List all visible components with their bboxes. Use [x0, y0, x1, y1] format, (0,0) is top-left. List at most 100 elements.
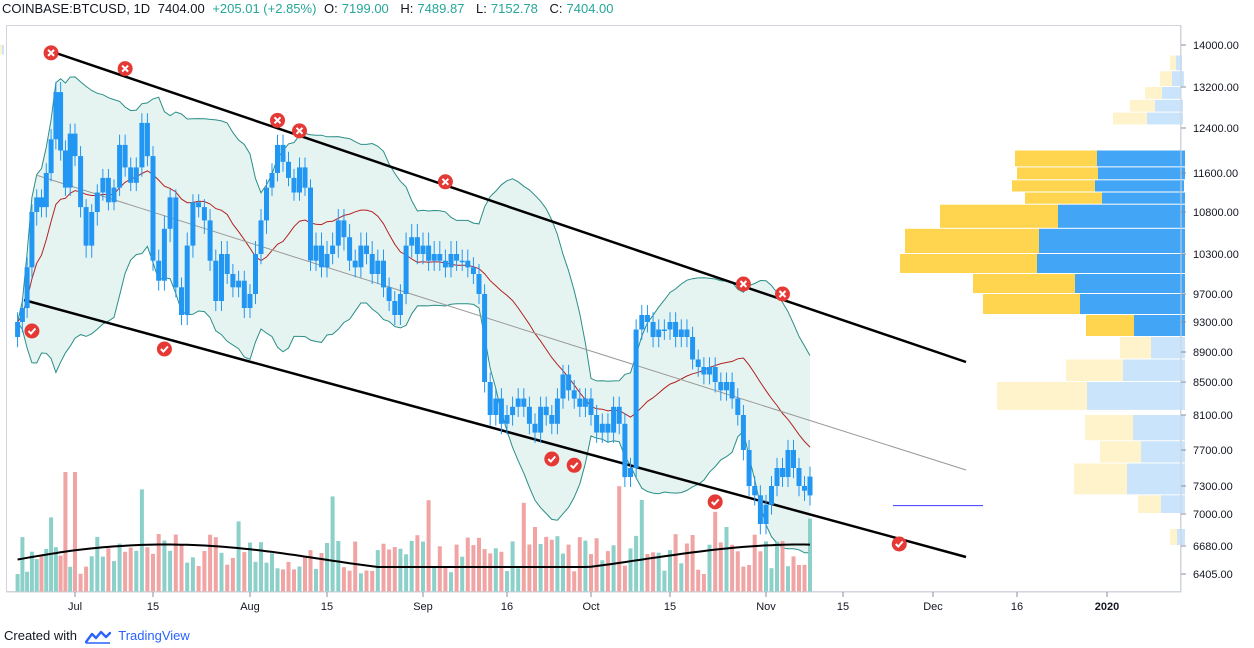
- volume-bar: [696, 569, 701, 592]
- sell-signal-x-icon: [739, 280, 748, 288]
- footer: Created with TradingView: [4, 628, 190, 644]
- candle-body: [409, 237, 415, 246]
- volume-bar: [358, 573, 363, 592]
- volume-bar: [145, 547, 150, 592]
- buy-signal-check-icon: [895, 540, 904, 548]
- volume-bar: [437, 546, 442, 592]
- candle-body: [324, 254, 330, 268]
- x-tick-label: 16: [501, 601, 513, 613]
- candle-body: [690, 337, 696, 360]
- tradingview-link[interactable]: TradingView: [118, 628, 190, 643]
- volume-bar: [259, 542, 263, 592]
- x-tick-label: 15: [321, 601, 333, 613]
- volume-profile-sell-bar: [1133, 415, 1185, 441]
- volume-bar: [219, 552, 224, 592]
- candle-body: [633, 329, 639, 468]
- close-label: C:: [549, 1, 563, 16]
- volume-profile-buy-bar: [1113, 112, 1147, 125]
- volume-bar: [752, 534, 757, 592]
- volume-bar: [426, 500, 431, 592]
- candle-body: [48, 139, 54, 174]
- volume-bar: [319, 553, 324, 592]
- candle-body: [72, 133, 78, 157]
- candle-body: [487, 382, 493, 415]
- candle-body: [673, 322, 679, 337]
- y-tick-label: 13200.00: [1193, 82, 1239, 94]
- candle-body: [650, 322, 656, 337]
- high-value: 7489.87: [417, 1, 465, 16]
- symbol-label[interactable]: COINBASE:BTCUSD, 1D: [2, 1, 151, 16]
- candle-body: [275, 144, 280, 173]
- candle-body: [53, 92, 59, 140]
- candle-body: [375, 260, 381, 274]
- candle-body: [459, 260, 465, 263]
- candle-body: [381, 260, 386, 288]
- x-tick-label: 15: [147, 601, 159, 613]
- candle-body: [369, 254, 375, 274]
- volume-bar: [516, 568, 521, 592]
- y-tick-label: 7700.00: [1193, 445, 1233, 457]
- volume-bar: [628, 548, 633, 592]
- volume-profile-buy-bar: [1170, 529, 1177, 545]
- volume-bar: [617, 486, 622, 592]
- channel-upper-line: [46, 48, 967, 364]
- candle-body: [253, 254, 258, 294]
- y-tick-label: 10800.00: [1193, 207, 1239, 219]
- bollinger-upper-line: [17, 76, 811, 382]
- volume-profile-buy-bar: [1100, 441, 1141, 463]
- candle-body: [482, 294, 488, 382]
- candle-body: [763, 504, 769, 524]
- volume-bar: [375, 550, 380, 592]
- volume-bar: [242, 552, 247, 592]
- candle-body: [269, 173, 275, 188]
- candle-body: [236, 280, 242, 288]
- candle-body: [577, 398, 583, 407]
- candle-body: [802, 486, 807, 491]
- candle-body: [156, 260, 162, 281]
- price-chart[interactable]: 14000.00 13200.00 12400.00 11600.00 10800.00…: [0, 0, 1254, 620]
- candle-body: [386, 287, 392, 301]
- candle-body: [122, 144, 128, 168]
- candle-body: [526, 406, 532, 424]
- volume-average-line: [17, 543, 811, 568]
- volume-bar: [527, 544, 532, 592]
- x-tick-label: Jul: [68, 601, 82, 613]
- volume-bar: [730, 544, 735, 592]
- volume-bar: [544, 536, 549, 592]
- volume-bar: [786, 566, 790, 592]
- candle-body: [448, 254, 454, 268]
- volume-bar: [117, 543, 122, 592]
- volume-bar: [808, 518, 812, 592]
- candle-body: [437, 254, 443, 261]
- volume-bar: [561, 553, 565, 592]
- candle-body: [442, 260, 448, 268]
- sell-signal-x-icon: [121, 64, 129, 73]
- volume-bar: [802, 564, 807, 592]
- candle-body: [364, 245, 369, 254]
- candle-body: [667, 322, 673, 330]
- candle-body: [493, 398, 499, 415]
- candle-body: [554, 398, 560, 424]
- x-tick-label: Oct: [582, 601, 599, 613]
- volume-bar: [95, 536, 100, 592]
- candle-body: [286, 161, 291, 178]
- volume-bar: [190, 557, 195, 592]
- x-tick-label: Dec: [923, 601, 943, 613]
- volume-bar: [336, 541, 341, 592]
- channel-lower-line: [23, 298, 967, 559]
- volume-bar: [44, 549, 49, 592]
- volume-bar: [449, 572, 453, 592]
- y-tick-label: 9300.00: [1193, 317, 1233, 329]
- candle-body: [791, 450, 796, 468]
- volume-profile-sell-bar: [1037, 254, 1185, 273]
- sell-signal-x-icon: [47, 49, 55, 57]
- candle-body: [616, 406, 622, 424]
- candle-body: [470, 267, 476, 274]
- candle-body: [707, 367, 712, 375]
- y-tick-label: 8900.00: [1193, 347, 1233, 359]
- volume-profile-buy-bar: [905, 228, 1039, 253]
- volume-profile-buy-bar: [1012, 180, 1095, 192]
- moving-average-line: [17, 170, 811, 448]
- candle-body: [566, 374, 572, 391]
- candle-body: [701, 367, 707, 375]
